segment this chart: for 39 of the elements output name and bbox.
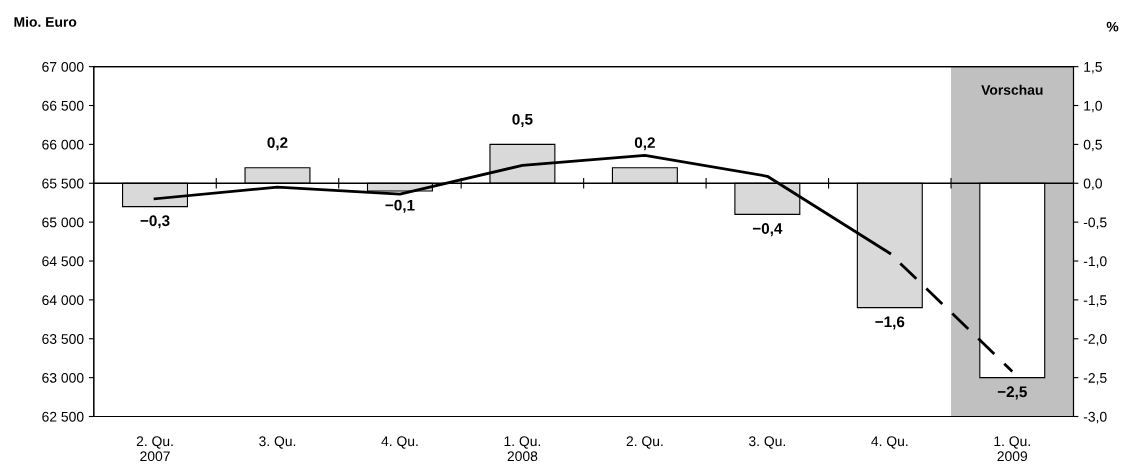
data-label: −2,5 xyxy=(997,386,1027,400)
y2-tick-label: -0,5 xyxy=(1083,217,1107,229)
y2-tick-label: -1,0 xyxy=(1083,256,1107,268)
data-label: 0,2 xyxy=(634,137,655,151)
y2-tick-label: -2,0 xyxy=(1083,334,1107,346)
y2-tick-label: 1,0 xyxy=(1084,100,1102,113)
x-tick-label: 2. Qu. xyxy=(626,436,663,449)
x-tick-label: 3. Qu. xyxy=(748,436,785,449)
y2-tick-label: 1,5 xyxy=(1084,62,1102,74)
data-label: −1,6 xyxy=(875,316,905,330)
y-tick-label: 65 500 xyxy=(42,178,84,189)
y-tick-label: 64 500 xyxy=(42,256,84,267)
x-tick-label: 4. Qu. xyxy=(871,436,908,449)
y2-tick-label: 0,0 xyxy=(1083,178,1102,191)
data-label: −0,3 xyxy=(140,215,170,229)
y-tick-label: 62 500 xyxy=(42,411,84,422)
y-tick-label: 67 000 xyxy=(42,61,84,72)
y-tick-label: 66 500 xyxy=(42,100,84,111)
y-tick-label: 65 000 xyxy=(42,217,84,228)
band-label: Vorschau xyxy=(981,84,1043,95)
y-tick-label: 63 500 xyxy=(42,334,84,344)
y-tick-label: 66 000 xyxy=(42,139,84,150)
data-label: −0,4 xyxy=(752,223,783,237)
x-tick-label: 1. Qu. 2008 xyxy=(504,436,541,462)
y2-axis-title: % xyxy=(1106,21,1119,32)
x-tick-label: 1. Qu. 2009 xyxy=(994,436,1030,462)
y2-tick-label: -3,0 xyxy=(1083,411,1107,424)
y-axis-title: Mio. Euro xyxy=(14,16,77,27)
y2-tick-label: 0,5 xyxy=(1083,139,1102,152)
y2-tick-label: -2,5 xyxy=(1083,372,1107,385)
y2-tick-label: -1,5 xyxy=(1083,295,1107,307)
y-tick-label: 64 000 xyxy=(42,295,84,306)
data-label: 0,2 xyxy=(267,137,288,151)
data-label: −0,1 xyxy=(385,199,415,213)
y-tick-label: 63 000 xyxy=(42,372,84,383)
x-tick-label: 2. Qu. 2007 xyxy=(136,436,173,462)
x-tick-label: 4. Qu. xyxy=(381,436,418,449)
data-label: 0,5 xyxy=(512,113,533,127)
x-tick-label: 3. Qu. xyxy=(259,436,296,449)
